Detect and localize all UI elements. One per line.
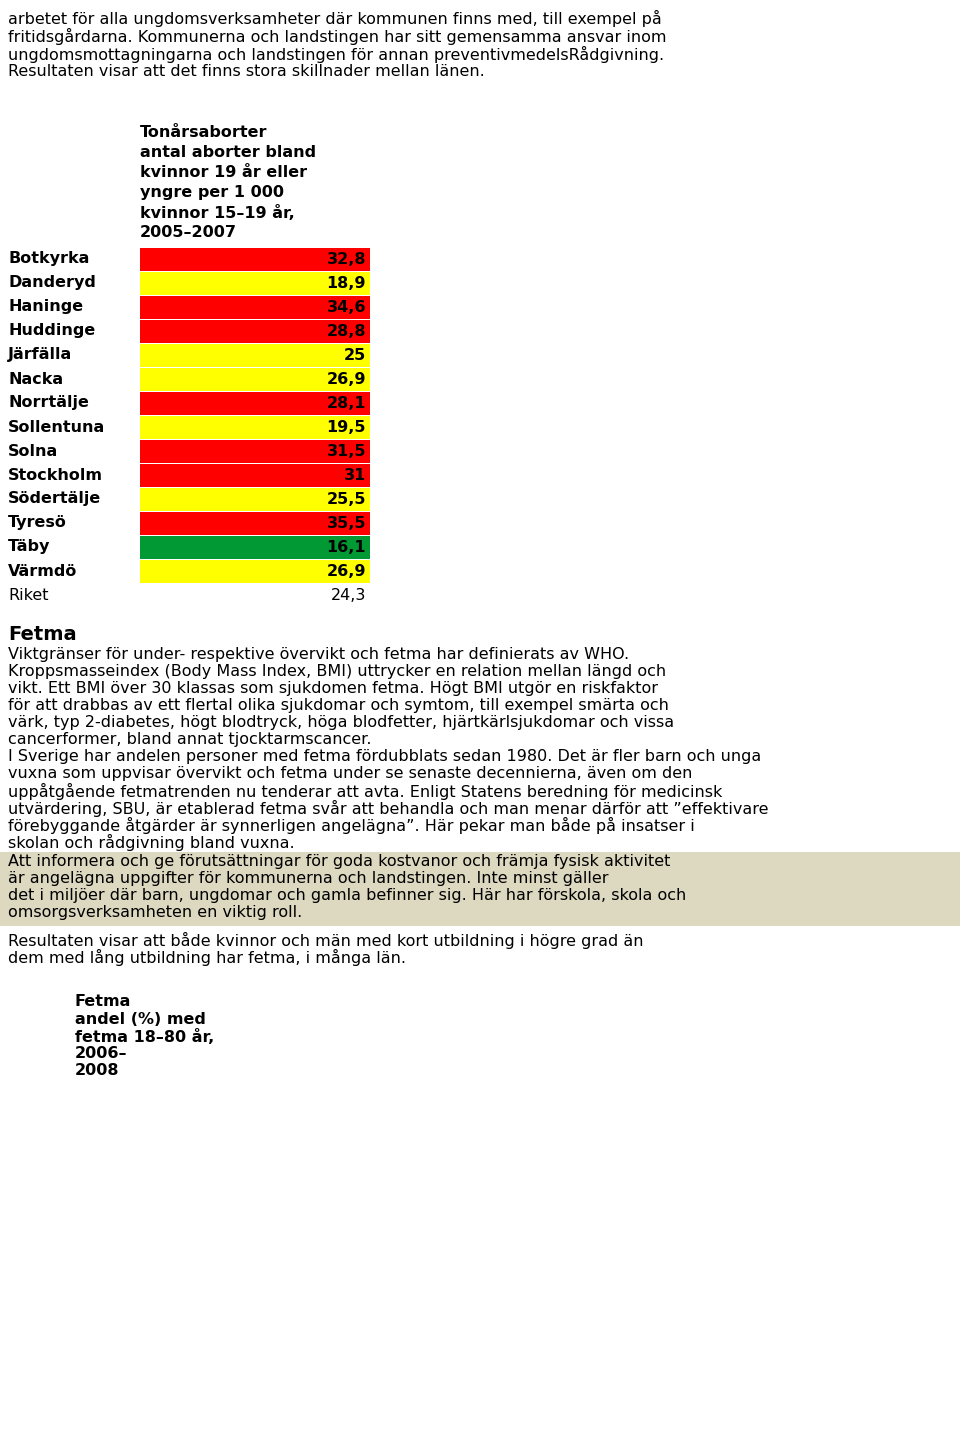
Bar: [140, 440, 370, 463]
Text: det i miljöer där barn, ungdomar och gamla befinner sig. Här har förskola, skola: det i miljöer där barn, ungdomar och gam…: [8, 887, 686, 903]
Text: är angelägna uppgifter för kommunerna och landstingen. Inte minst gäller: är angelägna uppgifter för kommunerna oc…: [8, 872, 609, 886]
Text: kvinnor 19 år eller: kvinnor 19 år eller: [140, 165, 307, 180]
Text: för att drabbas av ett flertal olika sjukdomar och symtom, till exempel smärta o: för att drabbas av ett flertal olika sju…: [8, 698, 669, 713]
Text: Huddinge: Huddinge: [8, 323, 95, 339]
Text: 26,9: 26,9: [326, 564, 366, 579]
Text: 18,9: 18,9: [326, 276, 366, 290]
Text: Kroppsmasseindex (Body Mass Index, BMI) uttrycker en relation mellan längd och: Kroppsmasseindex (Body Mass Index, BMI) …: [8, 664, 666, 680]
Text: Att informera och ge förutsättningar för goda kostvanor och främja fysisk aktivi: Att informera och ge förutsättningar för…: [8, 854, 670, 869]
Bar: [140, 463, 370, 486]
Text: Botkyrka: Botkyrka: [8, 251, 89, 267]
Text: 31,5: 31,5: [326, 443, 366, 459]
Text: skolan och rådgivning bland vuxna.: skolan och rådgivning bland vuxna.: [8, 834, 295, 851]
Text: 32,8: 32,8: [326, 251, 366, 267]
Text: 35,5: 35,5: [326, 515, 366, 531]
Bar: [140, 535, 370, 558]
Text: Fetma: Fetma: [8, 625, 77, 644]
Text: Tonårsaborter: Tonårsaborter: [140, 126, 268, 140]
Text: Värmdö: Värmdö: [8, 564, 78, 579]
Text: 28,8: 28,8: [326, 323, 366, 339]
Bar: [140, 488, 370, 511]
Text: kvinnor 15–19 år,: kvinnor 15–19 år,: [140, 205, 295, 221]
Text: Riket: Riket: [8, 587, 49, 603]
Text: förebyggande åtgärder är synnerligen angelägna”. Här pekar man både på insatser : förebyggande åtgärder är synnerligen ang…: [8, 817, 695, 834]
Text: Sollentuna: Sollentuna: [8, 420, 106, 434]
Text: Resultaten visar att både kvinnor och män med kort utbildning i högre grad än: Resultaten visar att både kvinnor och mä…: [8, 932, 643, 949]
Text: 2008: 2008: [75, 1063, 119, 1078]
Text: 2005–2007: 2005–2007: [140, 225, 237, 240]
Text: fritidsgårdarna. Kommunerna och landstingen har sitt gemensamma ansvar inom: fritidsgårdarna. Kommunerna och landstin…: [8, 27, 666, 45]
Text: Solna: Solna: [8, 443, 59, 459]
Text: 26,9: 26,9: [326, 371, 366, 387]
Text: 19,5: 19,5: [326, 420, 366, 434]
Text: Danderyd: Danderyd: [8, 276, 96, 290]
Text: Tyresö: Tyresö: [8, 515, 67, 531]
Text: uppåtgående fetmatrenden nu tenderar att avta. Enligt Statens beredning för medi: uppåtgående fetmatrenden nu tenderar att…: [8, 784, 722, 799]
Bar: [140, 416, 370, 439]
Text: 28,1: 28,1: [326, 395, 366, 410]
Bar: [140, 248, 370, 270]
Text: arbetet för alla ungdomsverksamheter där kommunen finns med, till exempel på: arbetet för alla ungdomsverksamheter där…: [8, 10, 661, 27]
Text: värk, typ 2-diabetes, högt blodtryck, höga blodfetter, hjärtkärlsjukdomar och vi: värk, typ 2-diabetes, högt blodtryck, hö…: [8, 714, 674, 730]
Text: Södertälje: Södertälje: [8, 492, 101, 506]
Text: fetma 18–80 år,: fetma 18–80 år,: [75, 1029, 214, 1045]
Text: I Sverige har andelen personer med fetma fördubblats sedan 1980. Det är fler bar: I Sverige har andelen personer med fetma…: [8, 749, 761, 763]
Text: vuxna som uppvisar övervikt och fetma under se senaste decennierna, även om den: vuxna som uppvisar övervikt och fetma un…: [8, 766, 692, 781]
Text: yngre per 1 000: yngre per 1 000: [140, 185, 284, 201]
Text: antal aborter bland: antal aborter bland: [140, 144, 316, 160]
Text: 16,1: 16,1: [326, 540, 366, 554]
Bar: [140, 511, 370, 534]
Text: ungdomsmottagningarna och landstingen för annan preventivmedelsRådgivning.: ungdomsmottagningarna och landstingen fö…: [8, 46, 664, 63]
Text: utvärdering, SBU, är etablerad fetma svår att behandla och man menar därför att : utvärdering, SBU, är etablerad fetma svå…: [8, 799, 769, 817]
Bar: [140, 319, 370, 342]
Text: dem med lång utbildning har fetma, i många län.: dem med lång utbildning har fetma, i mån…: [8, 949, 406, 965]
Text: cancerformer, bland annat tjocktarmscancer.: cancerformer, bland annat tjocktarmscanc…: [8, 732, 372, 747]
Text: Haninge: Haninge: [8, 300, 84, 315]
Text: Nacka: Nacka: [8, 371, 63, 387]
Text: omsorgsverksamheten en viktig roll.: omsorgsverksamheten en viktig roll.: [8, 905, 302, 921]
Text: Fetma: Fetma: [75, 994, 132, 1009]
Text: vikt. Ett BMI över 30 klassas som sjukdomen fetma. Högt BMI utgör en riskfaktor: vikt. Ett BMI över 30 klassas som sjukdo…: [8, 681, 658, 696]
Text: 34,6: 34,6: [326, 300, 366, 315]
Text: Järfälla: Järfälla: [8, 348, 72, 362]
Text: 25: 25: [344, 348, 366, 362]
Bar: [140, 296, 370, 319]
Text: 2006–: 2006–: [75, 1046, 128, 1061]
Text: 25,5: 25,5: [326, 492, 366, 506]
Text: 31: 31: [344, 468, 366, 482]
Bar: [140, 271, 370, 294]
Text: Norrtälje: Norrtälje: [8, 395, 89, 410]
Bar: [0, 851, 960, 926]
Text: andel (%) med: andel (%) med: [75, 1012, 205, 1027]
Text: 24,3: 24,3: [330, 587, 366, 603]
Bar: [140, 343, 370, 367]
Text: Stockholm: Stockholm: [8, 468, 103, 482]
Bar: [140, 368, 370, 391]
Bar: [140, 391, 370, 414]
Bar: [140, 560, 370, 583]
Text: Resultaten visar att det finns stora skillnader mellan länen.: Resultaten visar att det finns stora ski…: [8, 63, 485, 79]
Text: Viktgränser för under- respektive övervikt och fetma har definierats av WHO.: Viktgränser för under- respektive övervi…: [8, 646, 629, 662]
Text: Täby: Täby: [8, 540, 50, 554]
